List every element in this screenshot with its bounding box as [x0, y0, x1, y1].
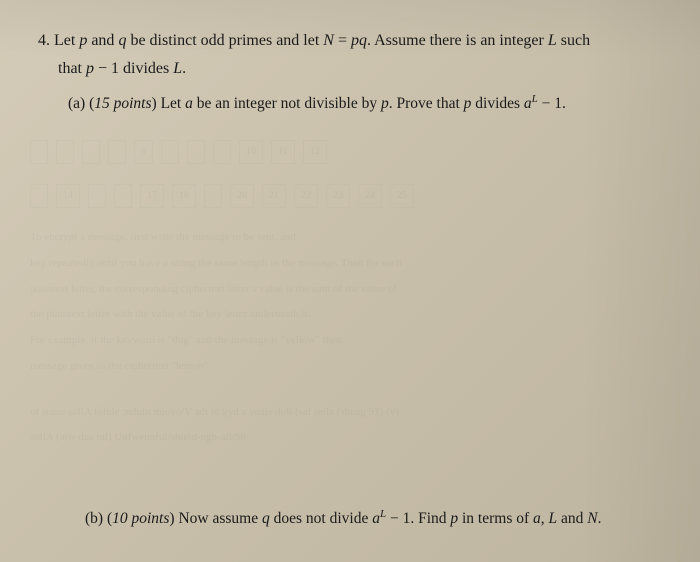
text: .	[598, 510, 602, 527]
faded-cell: 25	[390, 184, 414, 208]
faded-cell	[56, 140, 74, 164]
text: and	[87, 32, 118, 49]
faded-line: To encrypt a message, first write the me…	[30, 228, 660, 248]
text: divides	[471, 95, 524, 112]
problem-continuation: that p − 1 divides L.	[58, 56, 660, 82]
faded-line: For example, if the keyword is "dog" and…	[30, 331, 660, 351]
var-L: L	[549, 510, 558, 527]
subpart-a-label: (a)	[68, 95, 85, 112]
faded-table-row1: 6 10 11 12	[30, 140, 660, 164]
faded-bleed-through: 6 10 11 12 14 17 18 20 21 22 23 24 25 To…	[30, 140, 660, 450]
faded-cell	[213, 140, 231, 164]
text: .	[182, 60, 186, 77]
text: (	[103, 510, 112, 527]
text: ,	[541, 510, 549, 527]
faded-cell: 21	[262, 184, 286, 208]
faded-cell	[30, 184, 48, 208]
faded-cell	[161, 140, 179, 164]
text: (	[85, 95, 94, 112]
faded-cell	[187, 140, 205, 164]
faded-cell: 22	[294, 184, 318, 208]
problem-statement: 4. Let p and q be distinct odd primes an…	[50, 28, 660, 54]
var-L: L	[548, 32, 557, 49]
text: Let	[161, 95, 186, 112]
faded-cell	[114, 184, 132, 208]
faded-line: sollA (aiw dus tul) Unfwennful/shield-ug…	[30, 428, 660, 448]
faded-cell: 11	[271, 140, 295, 164]
var-a: a	[372, 510, 380, 527]
var-a: a	[185, 95, 193, 112]
text: in terms of	[458, 510, 533, 527]
text: . Assume there is an integer	[367, 32, 548, 49]
faded-cell: 23	[326, 184, 350, 208]
faded-cell: 20	[230, 184, 254, 208]
var-a: a	[533, 510, 541, 527]
faded-cell: 17	[140, 184, 164, 208]
var-L: L	[173, 60, 182, 77]
faded-line: of some sollA foible ;nduin miovo/V adt …	[30, 403, 660, 423]
subpart-b-label: (b)	[85, 510, 103, 527]
faded-cell	[82, 140, 100, 164]
text: . Prove that	[389, 95, 464, 112]
var-pq: pq	[351, 32, 367, 49]
faded-cell	[88, 184, 106, 208]
points-b: 10 points	[112, 510, 169, 527]
text: be an integer not divisible by	[193, 95, 381, 112]
subpart-b: (b) (10 points) Now assume q does not di…	[85, 506, 660, 532]
problem-number: 4.	[38, 32, 50, 49]
text: such	[557, 32, 590, 49]
text: Let	[54, 32, 79, 49]
text: that	[58, 60, 86, 77]
faded-cell: 24	[358, 184, 382, 208]
var-q: q	[262, 510, 270, 527]
text: does not divide	[270, 510, 372, 527]
var-N: N	[323, 32, 334, 49]
var-N: N	[587, 510, 597, 527]
faded-cell: 14	[56, 184, 80, 208]
var-p: p	[381, 95, 389, 112]
text: − 1.	[538, 95, 566, 112]
faded-cell: 18	[172, 184, 196, 208]
faded-cell: 12	[303, 140, 327, 164]
text: Now assume	[178, 510, 262, 527]
page-container: 4. Let p and q be distinct odd primes an…	[0, 0, 700, 562]
text: be distinct odd primes and let	[126, 32, 323, 49]
faded-line: the plaintext letter with the value of t…	[30, 305, 660, 325]
faded-line: message gives us the ciphertext "lemon"	[30, 357, 660, 377]
var-p: p	[86, 60, 94, 77]
faded-cell	[204, 184, 222, 208]
faded-table-row2: 14 17 18 20 21 22 23 24 25	[30, 184, 660, 208]
faded-cell	[30, 140, 48, 164]
var-a: a	[524, 95, 532, 112]
faded-cell: 6	[134, 140, 153, 164]
points-a: 15 points	[94, 95, 151, 112]
faded-line: plaintext letter, the corresponding ciph…	[30, 280, 660, 300]
var-p: p	[450, 510, 458, 527]
text: and	[557, 510, 587, 527]
subpart-a: (a) (15 points) Let a be an integer not …	[68, 91, 660, 117]
text: − 1. Find	[386, 510, 450, 527]
faded-cell	[108, 140, 126, 164]
text: )	[152, 95, 161, 112]
text: =	[334, 32, 351, 49]
faded-cell: 10	[239, 140, 263, 164]
text: − 1 divides	[94, 60, 173, 77]
faded-line: key repeatedly until you have a string t…	[30, 254, 660, 274]
